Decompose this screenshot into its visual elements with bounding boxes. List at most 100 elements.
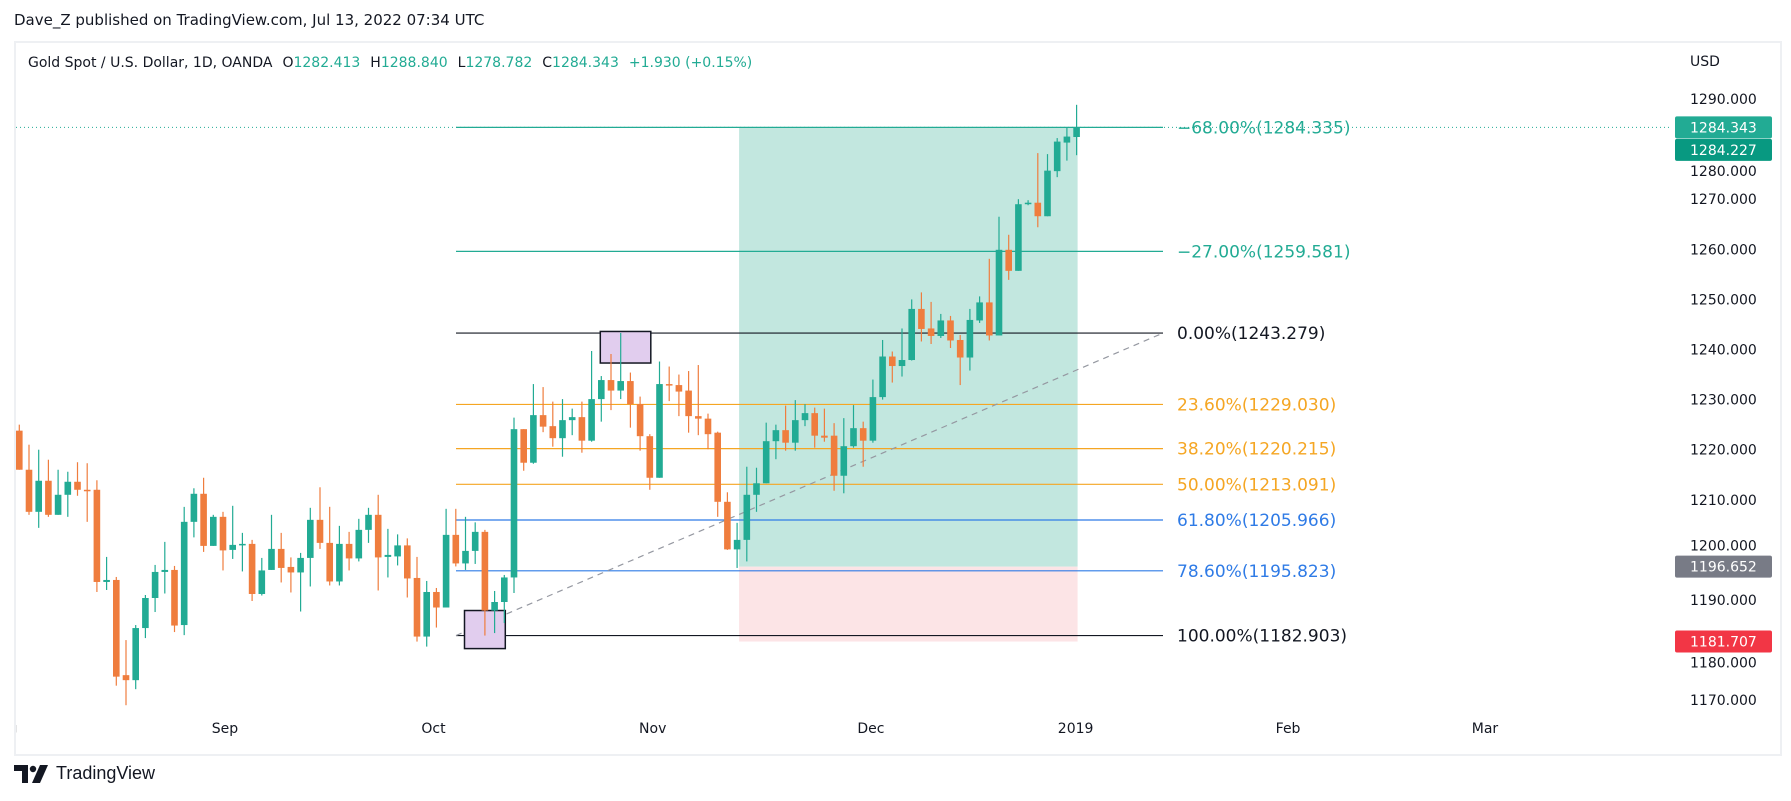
candle [1044, 154, 1051, 217]
candle [277, 532, 285, 583]
candle [326, 506, 333, 586]
candle-body [491, 602, 498, 611]
candle-body [404, 545, 411, 579]
symbol-name[interactable]: Gold Spot / U.S. Dollar, 1D, OANDA [28, 55, 273, 71]
candle [636, 396, 644, 451]
candle-body [617, 381, 624, 391]
candle-body [481, 531, 489, 611]
candle [180, 506, 188, 636]
candle-body [307, 519, 314, 558]
candle-body [142, 597, 149, 629]
candle [704, 413, 712, 450]
candle-body [559, 420, 566, 439]
candle [879, 339, 886, 400]
candle [491, 590, 498, 634]
candle-body [986, 302, 993, 336]
candle [617, 332, 624, 400]
candle [132, 625, 139, 690]
candle-body [297, 557, 304, 573]
candle-body [675, 385, 683, 392]
candle-body [568, 417, 576, 421]
candle-body [103, 579, 110, 582]
high-value: 1288.840 [380, 55, 448, 71]
candle-body [25, 469, 33, 512]
candle [539, 387, 547, 433]
candle-body [966, 319, 974, 358]
candle-body [113, 579, 120, 677]
footer-brand[interactable]: TradingView [14, 763, 155, 784]
candle [743, 466, 751, 562]
y-tick-label: 1260.000 [1690, 242, 1757, 258]
candle [811, 407, 818, 448]
candle-body [433, 591, 440, 608]
price-label-badge [1675, 555, 1772, 578]
candle-body [850, 428, 857, 447]
candle-body [452, 534, 460, 564]
x-tick-label: Aug [0, 721, 17, 737]
candle [316, 487, 324, 549]
candle-body [316, 519, 324, 543]
candle-body [762, 441, 770, 484]
candle-body [384, 554, 392, 557]
candle [404, 538, 411, 598]
candle-body [1044, 170, 1051, 217]
candle [374, 494, 382, 591]
price-label-badge [1675, 116, 1772, 139]
long-position-profit-zone [739, 127, 1078, 567]
fib-level-label: 100.00%(1182.903) [1177, 627, 1347, 647]
tradingview-logo-icon [14, 764, 48, 783]
high-label: H [370, 55, 381, 71]
candle [733, 522, 741, 568]
candle-body [83, 489, 91, 492]
candle [151, 564, 159, 613]
candle [1024, 200, 1032, 206]
candle-body [927, 328, 935, 336]
candle [821, 408, 828, 442]
candle-body [45, 480, 52, 515]
candle-body [501, 577, 508, 603]
candle [695, 365, 702, 436]
candle-body [792, 420, 799, 443]
candle-body [277, 548, 285, 568]
candle-body [918, 308, 925, 329]
open-label: O [282, 55, 294, 71]
candle-body [1063, 136, 1071, 143]
candle-body [200, 493, 207, 546]
low-value: 1278.782 [465, 55, 533, 71]
x-tick-label: Mar [1472, 721, 1499, 737]
candle-body [685, 390, 692, 417]
candle [200, 477, 207, 552]
candle-body [326, 542, 333, 582]
fib-trend-line [455, 332, 1164, 637]
x-tick-label: Dec [857, 721, 884, 737]
candle-body [549, 426, 557, 439]
fib-level-label: −68.00%(1284.335) [1177, 118, 1350, 138]
fib-level-label: 0.00%(1243.279) [1177, 324, 1325, 344]
candle [394, 534, 401, 566]
y-tick-label: 1200.000 [1690, 539, 1757, 555]
candle [549, 401, 557, 447]
candle-body [908, 308, 915, 361]
candle [142, 594, 149, 639]
candle [287, 557, 295, 593]
candle-body [937, 320, 945, 336]
candle-body [394, 545, 401, 557]
candle [753, 467, 760, 512]
candle-body [239, 543, 246, 546]
candle-body [1073, 127, 1080, 138]
price-label-text: 1196.652 [1690, 560, 1757, 576]
candle [724, 492, 731, 550]
x-tick-label: Feb [1276, 721, 1301, 737]
candle [1015, 199, 1022, 271]
candle-body [598, 380, 605, 400]
candle [45, 459, 52, 517]
candle-body [423, 591, 430, 637]
candle [782, 405, 789, 451]
candle [530, 384, 537, 464]
candle-body [413, 577, 421, 637]
candle-body [1015, 204, 1022, 271]
y-tick-label: 1180.000 [1690, 656, 1757, 672]
candle-body [171, 569, 178, 626]
price-label-text: 1284.343 [1690, 120, 1757, 136]
